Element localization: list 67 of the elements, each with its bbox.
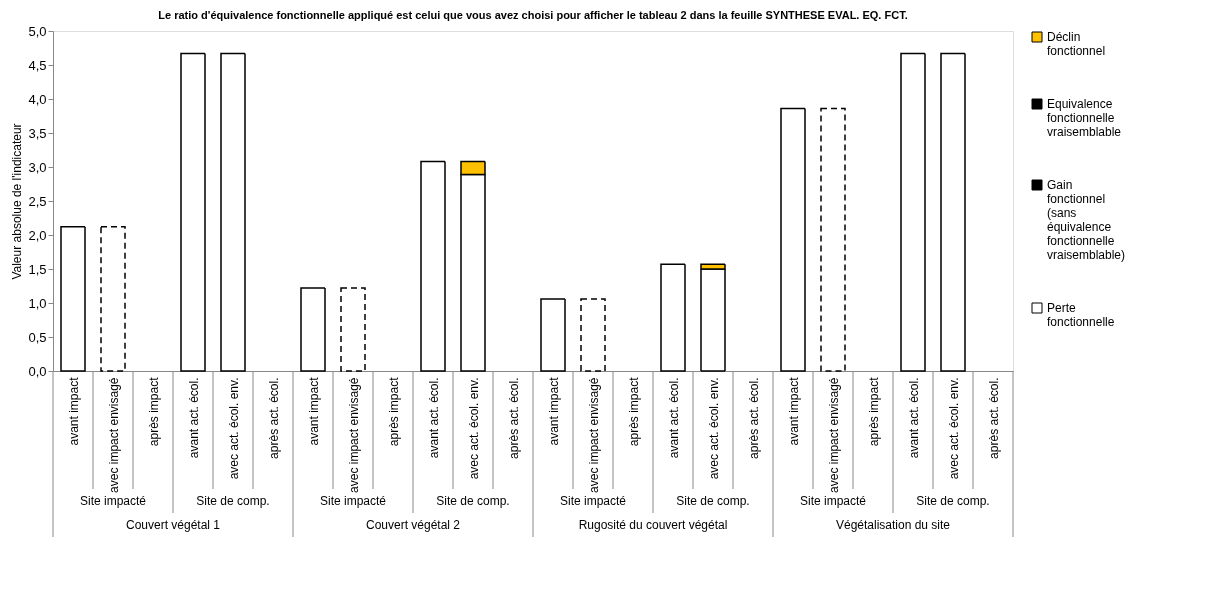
y-tick-label: 1,0	[28, 295, 47, 311]
x-tick-label: après act. écol.	[746, 377, 761, 459]
bar	[180, 52, 206, 372]
x-tick-label: avec act. écol. env.	[466, 377, 481, 480]
bar	[420, 160, 446, 372]
legend-label: Equivalence fonctionnelle vraisemblable	[1047, 97, 1122, 139]
text: Site de comp.	[916, 494, 990, 508]
bar	[300, 287, 326, 372]
x-tick-label: après impact	[626, 376, 641, 447]
x-tick-label: avant act. écol.	[666, 377, 681, 459]
y-tick-label: 4,0	[28, 91, 47, 107]
y-tick-label: 3,0	[28, 159, 47, 175]
x-tick-label: avant impact	[66, 376, 81, 446]
y-tick-label: 0,5	[28, 329, 47, 345]
x-tick-label: avant impact	[786, 376, 801, 446]
text: Site impacté	[799, 494, 867, 508]
x-tick-label: avec act. écol. env.	[946, 377, 961, 480]
text: Site de comp.	[196, 494, 270, 508]
x-tick-label: avec impact envisagé	[586, 377, 601, 493]
y-tick-label: 2,0	[28, 227, 47, 243]
text: Végétalisation du site	[835, 518, 951, 532]
bar	[900, 52, 926, 372]
y-tick-label: 2,5	[28, 193, 47, 209]
bar	[60, 226, 86, 372]
y-tick-label: 3,5	[28, 125, 47, 141]
x-tick-label: avant impact	[306, 376, 321, 446]
x-tick-label: avec act. écol. env.	[226, 377, 241, 480]
x-tick-label: avant act. écol.	[906, 377, 921, 459]
bar	[820, 107, 846, 372]
chart-subtitle: Le ratio d'équivalence fonctionnelle appliqué est celui que vous avez choisi pour afficher le tableau 2 dans la feuille SYNTHESE EVAL. EQ. FCT.	[158, 9, 908, 21]
x-tick-label: avec impact envisagé	[826, 377, 841, 493]
x-tick-label: avec act. écol. env.	[706, 377, 721, 480]
y-axis-title: Valeur absolue de l'indicateur	[10, 123, 25, 280]
y-tick-label: 1,5	[28, 261, 47, 277]
x-tick-label: avant act. écol.	[426, 377, 441, 459]
y-tick-label: 4,5	[28, 57, 47, 73]
y-tick-label: 0,0	[28, 363, 47, 379]
x-tick-label: avant impact	[546, 376, 561, 446]
legend-label: Gain fonctionnel (sans équivalence fonctionnelle vraisemblable)	[1047, 178, 1126, 262]
text: Site impacté	[319, 494, 387, 508]
text: Site de comp.	[436, 494, 510, 508]
bar	[580, 298, 606, 372]
x-tick-label: après impact	[386, 376, 401, 447]
bar	[540, 298, 566, 372]
bar	[940, 52, 966, 372]
x-tick-label: avec impact envisagé	[346, 377, 361, 493]
bar	[660, 263, 686, 372]
x-tick-label: après act. écol.	[506, 377, 521, 459]
text: Couvert végétal 1	[125, 518, 221, 532]
text: Site impacté	[559, 494, 627, 508]
x-tick-label: après impact	[866, 376, 881, 447]
x-tick-label: après act. écol.	[266, 377, 281, 459]
y-tick-label: 5,0	[28, 23, 47, 39]
legend-label: Déclin fonctionnel	[1047, 30, 1106, 58]
bar	[220, 52, 246, 372]
x-tick-label: avant act. écol.	[186, 377, 201, 459]
text: Couvert végétal 2	[365, 518, 461, 532]
text: Rugosité du couvert végétal	[578, 518, 728, 532]
bar	[340, 287, 366, 372]
x-tick-label: avec impact envisagé	[106, 377, 121, 493]
x-tick-label: après act. écol.	[986, 377, 1001, 459]
bar	[780, 107, 806, 372]
x-tick-label: après impact	[146, 376, 161, 447]
text: Site de comp.	[676, 494, 750, 508]
bar	[100, 226, 126, 372]
text: Site impacté	[79, 494, 147, 508]
legend-label: Perte fonctionnelle	[1047, 301, 1115, 329]
